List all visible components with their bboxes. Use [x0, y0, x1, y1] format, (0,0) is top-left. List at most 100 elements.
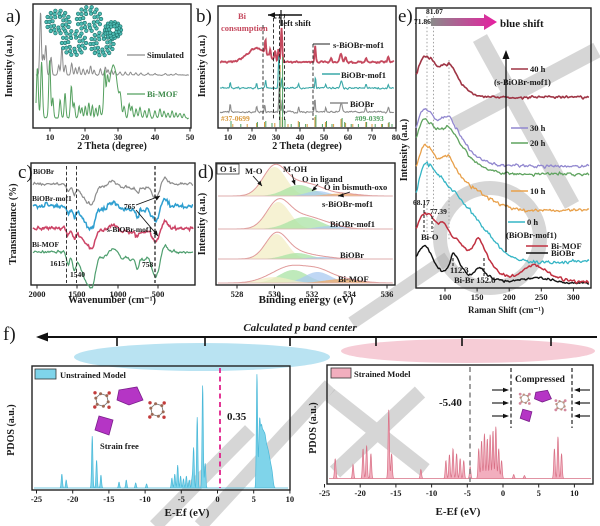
svg-text:30: 30 [272, 132, 281, 142]
svg-text:s-BiOBr-mof1: s-BiOBr-mof1 [107, 225, 152, 234]
svg-text:Simulated: Simulated [147, 50, 184, 60]
svg-text:250: 250 [535, 292, 548, 302]
svg-text:100: 100 [439, 292, 452, 302]
svg-text:-15: -15 [103, 494, 114, 504]
svg-text:-20: -20 [355, 488, 366, 498]
svg-text:40: 40 [151, 132, 160, 142]
svg-text:20: 20 [81, 132, 90, 142]
svg-text:O in bismuth-oxo: O in bismuth-oxo [324, 182, 387, 192]
svg-text:Strained Model: Strained Model [354, 369, 411, 379]
svg-text:BiOBr: BiOBr [551, 248, 575, 258]
svg-text:Bi-MOF: Bi-MOF [551, 241, 582, 251]
svg-text:#09-0393: #09-0393 [355, 114, 384, 123]
svg-text:30 h: 30 h [530, 123, 546, 133]
svg-text:d): d) [198, 162, 214, 183]
svg-text:Intensity (a.u.): Intensity (a.u.) [4, 35, 15, 98]
svg-text:536: 536 [381, 289, 394, 299]
svg-text:10: 10 [570, 488, 579, 498]
svg-text:consumption: consumption [221, 23, 268, 33]
svg-text:765: 765 [124, 202, 136, 211]
svg-text:150: 150 [471, 292, 484, 302]
svg-text:blue shift: blue shift [500, 18, 544, 30]
svg-text:0 h: 0 h [527, 217, 538, 227]
svg-text:#37-0699: #37-0699 [221, 114, 250, 123]
svg-text:500: 500 [152, 289, 165, 299]
svg-text:-10: -10 [139, 494, 150, 504]
svg-text:Bi-MOF: Bi-MOF [147, 89, 178, 99]
svg-text:e): e) [398, 6, 413, 27]
svg-text:BiOBr: BiOBr [33, 167, 55, 176]
svg-text:-25: -25 [31, 494, 42, 504]
svg-text:Bi: Bi [238, 11, 247, 21]
svg-text:Intensity (a.u.): Intensity (a.u.) [399, 119, 410, 182]
svg-text:BiOBr-mof1: BiOBr-mof1 [32, 194, 72, 203]
svg-text:Bi-MOF: Bi-MOF [32, 240, 59, 249]
svg-text:PDOS (a.u.): PDOS (a.u.) [308, 402, 319, 453]
svg-text:Binding energy (eV): Binding energy (eV) [259, 294, 354, 306]
svg-text:Unstrained Model: Unstrained Model [60, 370, 127, 380]
svg-text:10 h: 10 h [530, 186, 546, 196]
svg-text:O 1s: O 1s [220, 164, 237, 174]
svg-text:10: 10 [286, 494, 295, 504]
svg-text:Strain free: Strain free [100, 441, 139, 451]
svg-text:-20: -20 [67, 494, 78, 504]
svg-text:Bi-Br 152.6: Bi-Br 152.6 [454, 275, 495, 285]
svg-text:300: 300 [567, 292, 580, 302]
svg-text:Wavenumber (cm⁻¹): Wavenumber (cm⁻¹) [68, 295, 156, 306]
svg-text:Intensity (a.u.): Intensity (a.u.) [197, 193, 208, 256]
svg-text:5: 5 [252, 494, 256, 504]
svg-text:Raman Shift (cm⁻¹): Raman Shift (cm⁻¹) [468, 305, 544, 315]
svg-text:50: 50 [320, 132, 329, 142]
svg-text:Compressed: Compressed [515, 375, 566, 385]
svg-text:1615: 1615 [50, 259, 65, 268]
svg-text:Calculated p band center: Calculated p band center [243, 322, 357, 334]
svg-text:M-O: M-O [245, 166, 263, 176]
svg-text:1540: 1540 [70, 270, 85, 279]
svg-text:-5: -5 [178, 494, 185, 504]
svg-text:Intensity (a.u.): Intensity (a.u.) [197, 35, 208, 98]
svg-text:Bi-O: Bi-O [421, 232, 439, 242]
svg-text:534: 534 [343, 289, 357, 299]
svg-text:c): c) [18, 162, 33, 183]
svg-text:0: 0 [501, 488, 505, 498]
svg-text:s-BiOBr-mof1: s-BiOBr-mof1 [333, 40, 384, 50]
svg-text:E-Ef (eV): E-Ef (eV) [165, 507, 210, 519]
svg-text:30: 30 [114, 132, 123, 142]
svg-text:0: 0 [215, 494, 219, 504]
svg-text:(BiOBr-mof1): (BiOBr-mof1) [506, 230, 557, 240]
svg-text:20 h: 20 h [530, 138, 546, 148]
svg-text:40 h: 40 h [530, 64, 546, 74]
svg-text:80: 80 [392, 132, 401, 142]
svg-text:2 Theta (degree): 2 Theta (degree) [272, 141, 342, 152]
svg-text:70: 70 [368, 132, 377, 142]
svg-text:M-OH: M-OH [283, 164, 307, 174]
svg-text:532: 532 [306, 289, 319, 299]
svg-text:77.39: 77.39 [430, 207, 447, 216]
svg-text:b): b) [196, 6, 212, 27]
svg-text:BiOBr: BiOBr [340, 250, 364, 260]
svg-text:O in ligand: O in ligand [302, 174, 343, 184]
svg-text:2000: 2000 [29, 289, 46, 299]
svg-text:1500: 1500 [69, 289, 86, 299]
svg-text:50: 50 [186, 132, 195, 142]
svg-text:68.17: 68.17 [413, 198, 430, 207]
svg-text:Bi-MOF: Bi-MOF [338, 274, 369, 284]
svg-text:81.07: 81.07 [426, 7, 443, 16]
svg-text:(s-BiOBr-mof1): (s-BiOBr-mof1) [494, 77, 551, 87]
svg-text:112.3: 112.3 [450, 265, 469, 275]
svg-text:60: 60 [344, 132, 353, 142]
svg-text:-10: -10 [426, 488, 437, 498]
svg-text:E-Ef (eV): E-Ef (eV) [436, 506, 481, 518]
svg-text:40: 40 [296, 132, 305, 142]
svg-text:0.35: 0.35 [227, 411, 247, 423]
svg-text:20: 20 [248, 132, 257, 142]
svg-text:10: 10 [224, 132, 233, 142]
svg-text:-25: -25 [319, 488, 330, 498]
svg-text:200: 200 [503, 292, 516, 302]
svg-text:BiOBr-mof1: BiOBr-mof1 [330, 219, 375, 229]
svg-text:71.86: 71.86 [414, 17, 431, 26]
svg-text:BiOBr: BiOBr [350, 99, 374, 109]
svg-text:PDOS (a.u.): PDOS (a.u.) [6, 404, 17, 455]
svg-text:528: 528 [231, 289, 244, 299]
svg-text:-15: -15 [390, 488, 401, 498]
